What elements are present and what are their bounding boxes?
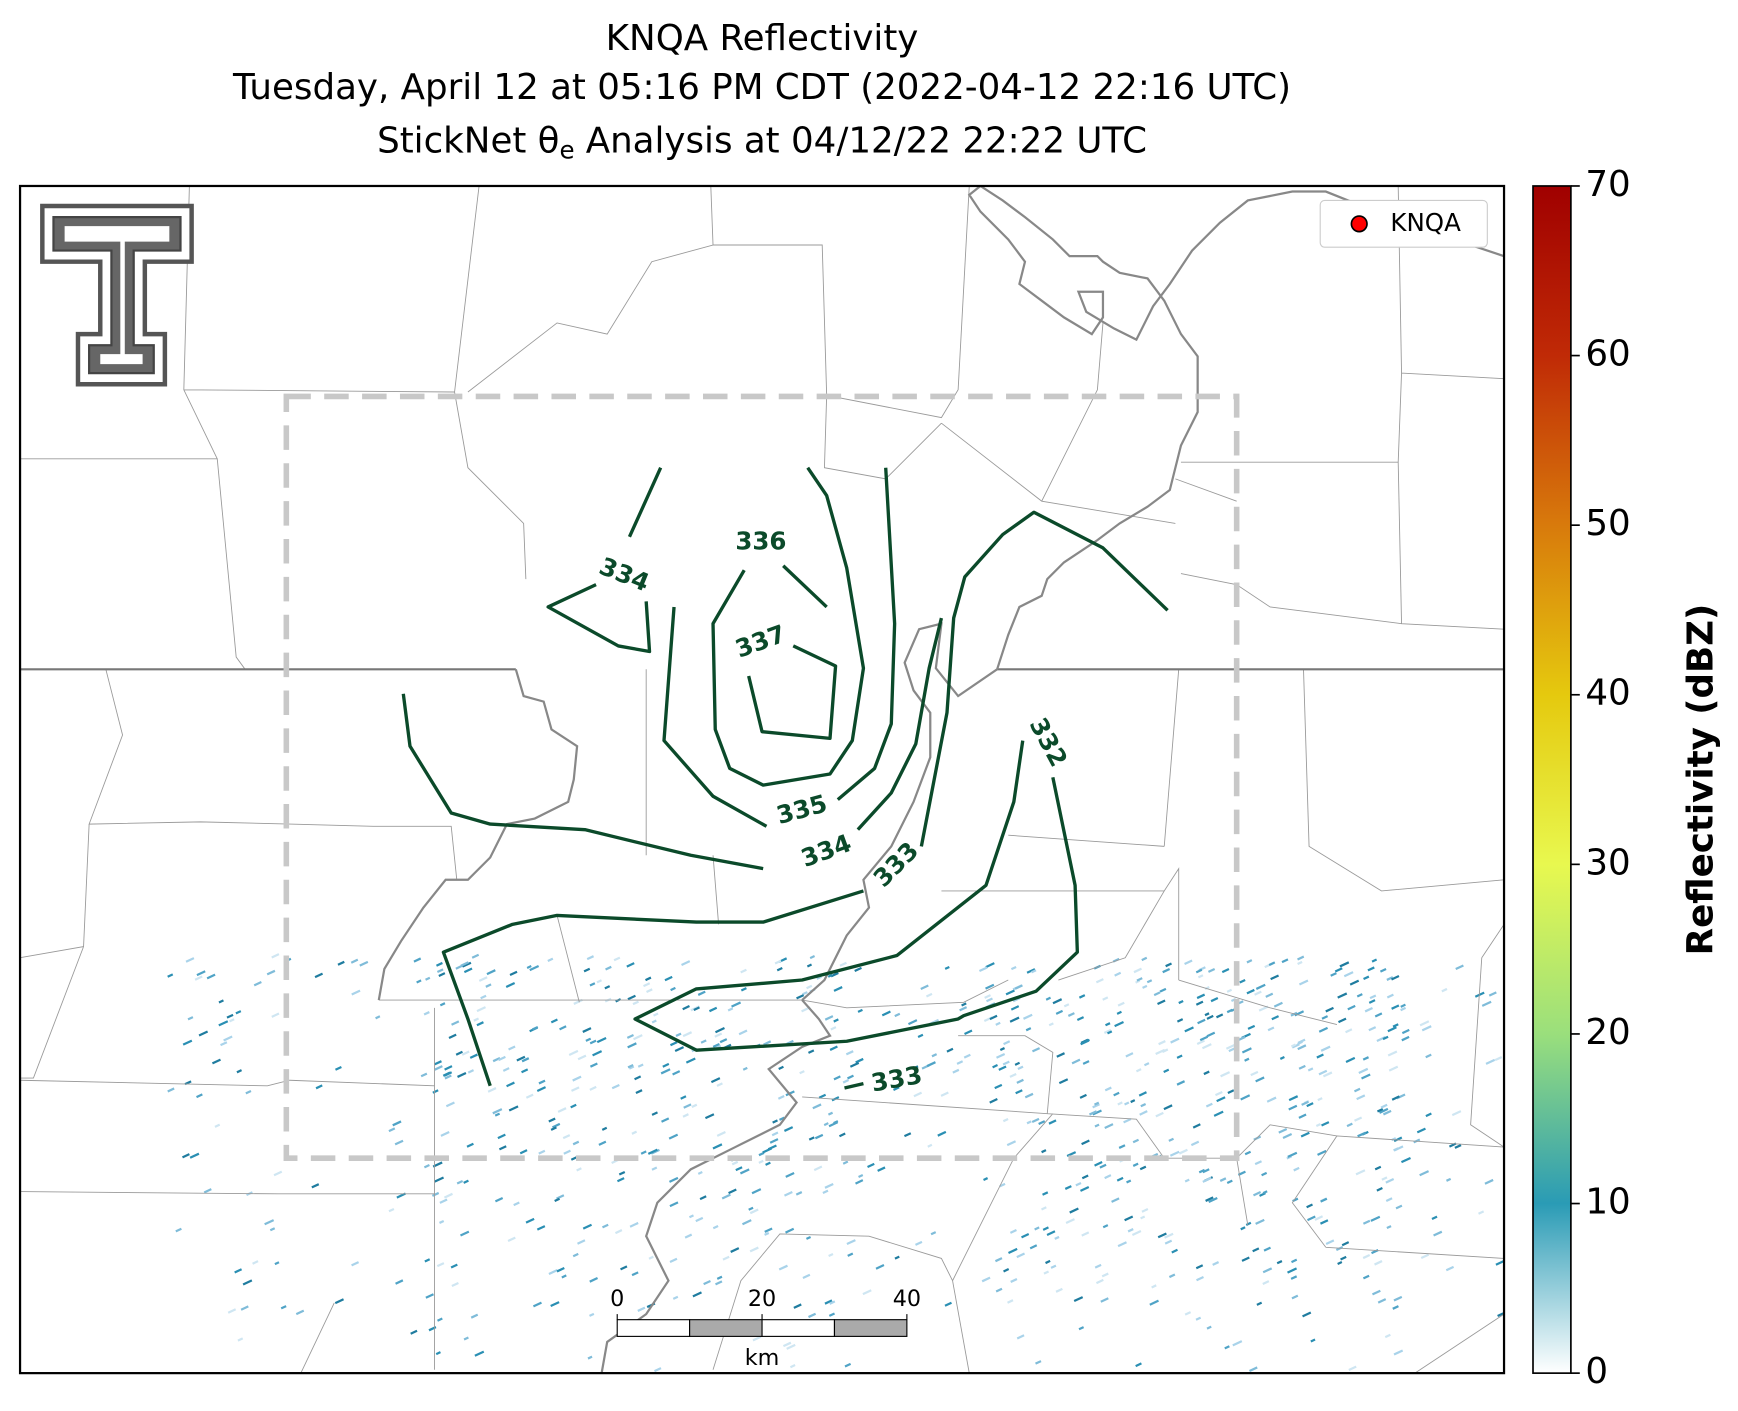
scale-bar: 0 20 40 km — [610, 1286, 921, 1371]
contour-line — [546, 467, 663, 654]
colorbar-label: Reflectivity (dBZ) — [1680, 604, 1721, 956]
colorbar-tick-label: 70 — [1585, 164, 1630, 205]
colorbar-tick-label: 10 — [1585, 1182, 1630, 1223]
colorbar-fill — [1532, 185, 1572, 1374]
logo — [40, 203, 194, 387]
contour-label: 332 — [1024, 713, 1074, 772]
colorbar-tick-label: 20 — [1585, 1012, 1630, 1053]
contour-line — [401, 617, 944, 871]
contour-label: 335 — [773, 789, 830, 830]
legend: KNQA — [1319, 199, 1488, 248]
title: KNQA Reflectivity — [606, 18, 919, 59]
colorbar-tick-label: 60 — [1585, 334, 1630, 375]
legend-marker — [1350, 215, 1368, 233]
colorbar-tick-label: 30 — [1585, 842, 1630, 883]
contour-line — [662, 467, 897, 828]
contour-line — [711, 466, 866, 787]
scale-segment — [833, 1319, 908, 1337]
scale-segment — [761, 1319, 836, 1337]
legend-box — [1319, 199, 1488, 248]
analysis-domain — [283, 393, 1240, 1161]
contour-label: 337 — [731, 619, 789, 664]
radar-returns — [167, 953, 1504, 1373]
colorbar-tick-label: 40 — [1585, 673, 1630, 714]
legend-label: KNQA — [1390, 208, 1461, 237]
analysis-text: StickNet θ — [377, 121, 559, 162]
colorbar-tick-label: 50 — [1585, 503, 1630, 544]
counties — [20, 185, 1505, 1374]
scale-segment — [616, 1319, 691, 1337]
map-frame — [18, 184, 1506, 1375]
contour-line — [747, 644, 838, 741]
contour-line — [633, 740, 1080, 1052]
contour-label: 333 — [869, 1060, 924, 1097]
contour-line — [844, 1081, 864, 1090]
analysis-title: StickNet θe Analysis at 04/12/22 22:22 UT… — [377, 121, 1147, 165]
river — [377, 185, 1505, 1374]
titles: KNQA Reflectivity Tuesday, April 12 at 0… — [232, 18, 1291, 164]
scale-tick-label: 0 — [610, 1286, 624, 1312]
contour-label: 333 — [867, 836, 924, 893]
scale-tick-label: 20 — [748, 1286, 776, 1312]
colorbar-tick-label: 0 — [1585, 1351, 1608, 1392]
subtitle: Tuesday, April 12 at 05:16 PM CDT (2022-… — [232, 67, 1291, 108]
analysis-subscript: e — [559, 135, 574, 164]
scale-segment — [689, 1319, 763, 1337]
contour-label: 334 — [797, 828, 855, 873]
analysis-rest: Analysis at 04/12/22 22:22 UTC — [586, 121, 1147, 162]
scale-tick-label: 40 — [893, 1286, 921, 1312]
colorbar: Reflectivity (dBZ) 0 10 20 30 40 50 60 70 — [1532, 164, 1721, 1392]
scale-unit: km — [745, 1345, 780, 1371]
contour-label: 336 — [735, 526, 786, 555]
contour-line — [441, 510, 1169, 1087]
map — [20, 185, 1505, 1374]
contour-label: 334 — [595, 551, 653, 597]
